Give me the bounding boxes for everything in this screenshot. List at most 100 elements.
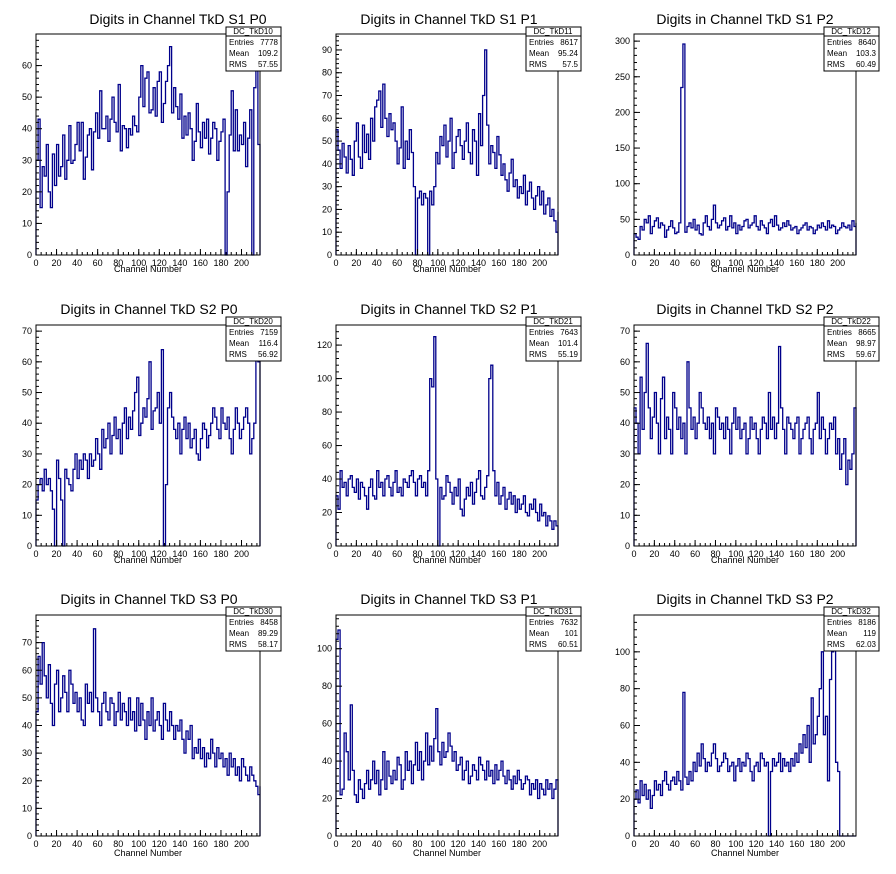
y-tick-label: 0 (625, 250, 630, 260)
panel-title: Digits in Channel TkD S3 P2 (656, 591, 833, 607)
stats-entries-label: Entries (827, 618, 852, 627)
stats-entries-value: 7632 (560, 618, 578, 627)
stats-box: DC_TkD20 Entries 7159 Mean 116.4 RMS 56.… (225, 316, 282, 362)
y-tick-label: 100 (317, 644, 332, 654)
x-tick-label: 140 (471, 839, 486, 849)
x-tick-label: 200 (532, 258, 547, 268)
plot-frame (633, 614, 857, 837)
panel-title: Digits in Channel TkD S2 P2 (656, 301, 833, 317)
y-tick-label: 10 (22, 803, 32, 813)
x-tick-label: 0 (631, 549, 636, 559)
plot-frame (335, 33, 559, 256)
stats-mean-label: Mean (229, 629, 249, 638)
stats-mean-label: Mean (529, 49, 549, 58)
y-tick-label: 10 (22, 218, 32, 228)
x-tick-label: 200 (830, 839, 845, 849)
y-tick-label: 50 (620, 214, 630, 224)
histogram-series (633, 43, 857, 255)
stats-box: DC_TkD22 Entries 8665 Mean 98.97 RMS 59.… (823, 316, 880, 362)
stats-entries-value: 7159 (260, 328, 278, 337)
y-tick-label: 40 (322, 756, 332, 766)
y-tick-label: 30 (620, 449, 630, 459)
stats-entries-value: 8665 (858, 328, 876, 337)
x-tick-label: 160 (789, 549, 804, 559)
stats-rms-value: 57.5 (562, 60, 578, 69)
x-tick-label: 20 (351, 258, 361, 268)
x-tick-label: 180 (512, 549, 527, 559)
x-tick-label: 120 (152, 549, 167, 559)
plot-frame (335, 324, 559, 547)
stats-name: DC_TkD31 (533, 607, 573, 616)
x-tick-label: 180 (512, 839, 527, 849)
x-tick-label: 20 (649, 839, 659, 849)
stats-rms-value: 55.19 (558, 350, 579, 359)
y-tick-label: 60 (620, 357, 630, 367)
stats-box-frame (225, 26, 282, 72)
y-tick-label: 90 (322, 45, 332, 55)
stats-mean-value: 103.3 (856, 49, 877, 58)
y-tick-label: 50 (22, 388, 32, 398)
x-tick-label: 140 (471, 549, 486, 559)
stats-entries-label: Entries (529, 328, 554, 337)
x-tick-label: 160 (491, 258, 506, 268)
x-tick-label: 20 (351, 549, 361, 559)
x-tick-label: 20 (649, 258, 659, 268)
stats-box: DC_TkD11 Entries 8617 Mean 95.24 RMS 57.… (525, 26, 582, 72)
y-tick-label: 50 (22, 92, 32, 102)
stats-entries-value: 8617 (560, 38, 578, 47)
x-tick-label: 120 (451, 258, 466, 268)
y-tick-label: 0 (27, 250, 32, 260)
stats-rms-value: 58.17 (258, 640, 279, 649)
stats-mean-label: Mean (827, 49, 847, 58)
y-tick-label: 10 (620, 510, 630, 520)
stats-rms-value: 59.67 (856, 350, 877, 359)
y-tick-label: 20 (322, 794, 332, 804)
panel-title: Digits in Channel TkD S1 P1 (360, 11, 537, 27)
stats-name: DC_TkD32 (831, 607, 871, 616)
histogram-series (35, 345, 261, 547)
x-tick-label: 60 (93, 258, 103, 268)
stats-name: DC_TkD10 (233, 27, 273, 36)
stats-entries-label: Entries (529, 38, 554, 47)
panel-tkd-s1-p0: Digits in Channel TkD S1 P0 DC_TkD10 Ent… (22, 11, 282, 274)
y-tick-label: 60 (620, 721, 630, 731)
x-tick-label: 100 (430, 258, 445, 268)
x-tick-label: 120 (749, 839, 764, 849)
x-tick-label: 160 (193, 258, 208, 268)
x-axis-label: Channel Number (711, 264, 779, 274)
x-tick-label: 0 (333, 258, 338, 268)
stats-box: DC_TkD30 Entries 8458 Mean 89.29 RMS 58.… (225, 606, 282, 652)
panel-tkd-s2-p2: Digits in Channel TkD S2 P2 DC_TkD22 Ent… (620, 301, 880, 565)
stats-mean-value: 89.29 (258, 629, 279, 638)
stats-box: DC_TkD21 Entries 7643 Mean 101.4 RMS 55.… (525, 316, 582, 362)
y-tick-label: 40 (322, 474, 332, 484)
panel-tkd-s3-p1: Digits in Channel TkD S3 P1 DC_TkD31 Ent… (317, 591, 582, 858)
x-tick-label: 100 (131, 549, 146, 559)
histogram-series (35, 628, 261, 836)
stats-entries-value: 7643 (560, 328, 578, 337)
x-axis-label: Channel Number (413, 555, 481, 565)
stats-name: DC_TkD20 (233, 317, 273, 326)
x-tick-label: 100 (728, 258, 743, 268)
stats-entries-label: Entries (529, 618, 554, 627)
panel-title: Digits in Channel TkD S1 P2 (656, 11, 833, 27)
stats-mean-label: Mean (529, 339, 549, 348)
x-tick-label: 200 (234, 549, 249, 559)
x-tick-label: 80 (113, 258, 123, 268)
y-tick-label: 150 (615, 143, 630, 153)
x-tick-label: 180 (810, 839, 825, 849)
y-tick-label: 60 (22, 665, 32, 675)
y-tick-label: 60 (322, 719, 332, 729)
stats-mean-label: Mean (229, 339, 249, 348)
x-tick-label: 80 (113, 839, 123, 849)
x-tick-label: 0 (631, 839, 636, 849)
y-tick-label: 20 (322, 508, 332, 518)
x-tick-label: 80 (113, 549, 123, 559)
plot-frame (335, 614, 559, 837)
x-tick-label: 60 (93, 549, 103, 559)
histogram-series (633, 342, 857, 546)
stats-mean-label: Mean (827, 339, 847, 348)
y-tick-label: 70 (620, 326, 630, 336)
x-tick-label: 180 (213, 549, 228, 559)
stats-name: DC_TkD30 (233, 607, 273, 616)
